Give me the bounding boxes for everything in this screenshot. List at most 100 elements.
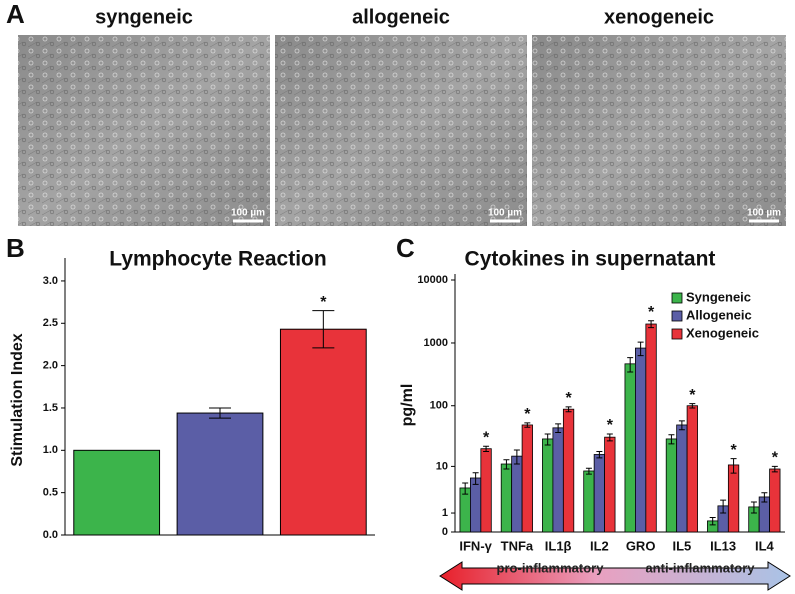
x-tick-label: IFN-γ [459,538,492,553]
error-bar [483,445,490,452]
bar [686,405,698,533]
error-bar [678,420,685,431]
error-bar [472,472,479,485]
y-tick-label: 3.0 [43,275,58,287]
error-bar [750,501,757,514]
arrow-label: anti-inflammatory [645,560,755,575]
error-bar [637,341,644,357]
error-bar [555,423,562,433]
bar [562,408,575,533]
bar [469,477,482,533]
y-tick-label: 2.5 [43,317,58,329]
y-tick-label: 10000 [417,274,448,286]
bar [727,464,740,533]
error-bar [585,467,592,475]
bar [676,424,688,533]
chart-c: C Cytokines in supernatant pg/ml 0 1 10 100 100… [396,233,791,591]
significance: * [648,304,655,321]
y-axis-label: Stimulation Index [9,333,26,466]
error-bar [720,499,727,514]
y-tick-label: 2.0 [43,360,58,372]
x-tick-label: TNFa [501,538,534,553]
chart-title: Cytokines in supernatant [465,248,716,271]
y-tick-label: 1.5 [43,402,58,414]
error-bar [668,434,675,445]
bar [279,328,367,536]
bar [769,468,781,533]
significance: * [565,390,572,407]
error-bar [565,406,572,413]
bar [542,438,554,533]
error-bar [648,320,655,329]
bar [635,347,647,533]
micrograph-texture [275,35,527,226]
x-tick-label: IL5 [672,538,691,553]
error-bar [596,450,603,459]
error-bar [513,449,520,465]
error-bar [606,433,613,442]
x-tick-label: IL13 [710,538,736,553]
error-bar [689,403,696,409]
bar [552,427,564,533]
arrow-label: pro-inflammatory [497,560,605,575]
y-tick-label: 1 [442,507,448,519]
error-bar [761,492,768,503]
error-bar [771,465,778,473]
error-bar [709,516,716,526]
chart-b: B Lymphocyte Reaction Stimulation Index 0.0… [6,233,375,541]
legend-label: Allogeneic [686,307,752,322]
micrograph-texture [532,35,786,226]
scale-bar-label: 100 µm [747,208,781,219]
legend-swatch [671,310,683,322]
bar [645,323,657,533]
y-tick-label: 1000 [424,337,448,349]
bar [511,455,523,533]
image-title: xenogeneic [604,6,714,28]
error-bar [524,422,531,428]
y-tick-label: 100 [430,400,448,412]
bar [480,448,492,533]
y-tick-label: 0.5 [43,487,58,499]
y-axis-label: pg/ml [399,384,416,427]
bar [593,454,606,533]
significance: * [607,417,614,434]
panel-label: B [6,233,25,263]
y-tick-label: 10 [436,460,448,472]
micrographs: syngeneic 100 µm allogeneic 100 µm xenogenei… [18,6,786,226]
x-tick-label: IL2 [590,538,609,553]
error-bar [462,482,469,495]
significance: * [772,450,779,467]
significance: * [689,387,696,404]
scale-bar-label: 100 µm [488,208,522,219]
micrograph-texture [18,35,270,226]
error-bar [503,459,510,470]
x-tick-label: IL1β [545,538,572,553]
panel-label: A [6,0,25,29]
scale-bar-label: 100 µm [231,208,265,219]
image-title: syngeneic [95,6,193,28]
image-title: allogeneic [352,6,450,28]
bar [73,449,161,536]
bar [624,363,636,533]
significance: * [524,406,531,423]
legend-label: Syngeneic [686,289,751,304]
x-tick-label: GRO [626,538,656,553]
bar [500,463,513,533]
error-bar [730,458,737,474]
error-bar [312,310,335,349]
legend-label: Xenogeneic [686,325,759,340]
chart-title: Lymphocyte Reaction [109,248,326,271]
panel-label: C [396,233,415,263]
y-tick-label: 1.0 [43,444,58,456]
bar [604,436,616,533]
legend-swatch [671,328,683,340]
bar [176,412,264,536]
legend-swatch [671,292,683,304]
error-bar [209,407,231,419]
y-tick-label: 0.0 [43,529,58,541]
bar [665,438,678,533]
inflammation-arrow [439,561,791,591]
error-bar [544,433,551,446]
significance: * [483,429,490,446]
